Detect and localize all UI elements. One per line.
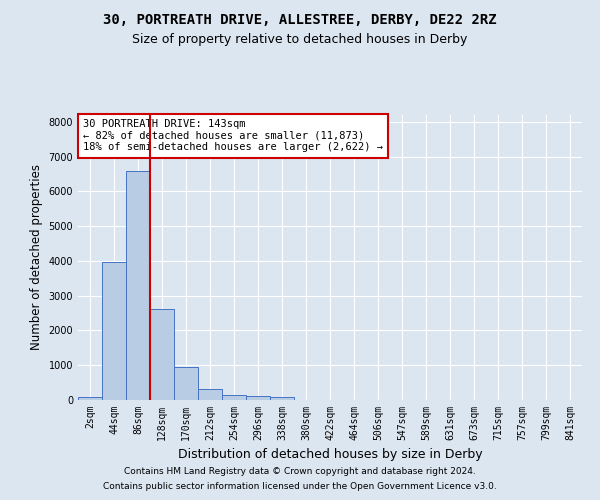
Text: Contains public sector information licensed under the Open Government Licence v3: Contains public sector information licen… <box>103 482 497 491</box>
Text: Contains HM Land Registry data © Crown copyright and database right 2024.: Contains HM Land Registry data © Crown c… <box>124 467 476 476</box>
Bar <box>126 172 150 400</box>
Text: Size of property relative to detached houses in Derby: Size of property relative to detached ho… <box>133 32 467 46</box>
Bar <box>246 396 270 400</box>
Bar <box>174 366 198 400</box>
Bar <box>150 309 174 400</box>
Bar <box>198 389 222 400</box>
Bar <box>222 396 246 400</box>
Bar <box>270 397 294 400</box>
X-axis label: Distribution of detached houses by size in Derby: Distribution of detached houses by size … <box>178 448 482 462</box>
Bar <box>78 398 102 400</box>
Text: 30, PORTREATH DRIVE, ALLESTREE, DERBY, DE22 2RZ: 30, PORTREATH DRIVE, ALLESTREE, DERBY, D… <box>103 12 497 26</box>
Y-axis label: Number of detached properties: Number of detached properties <box>30 164 43 350</box>
Text: 30 PORTREATH DRIVE: 143sqm
← 82% of detached houses are smaller (11,873)
18% of : 30 PORTREATH DRIVE: 143sqm ← 82% of deta… <box>83 120 383 152</box>
Bar <box>102 262 126 400</box>
